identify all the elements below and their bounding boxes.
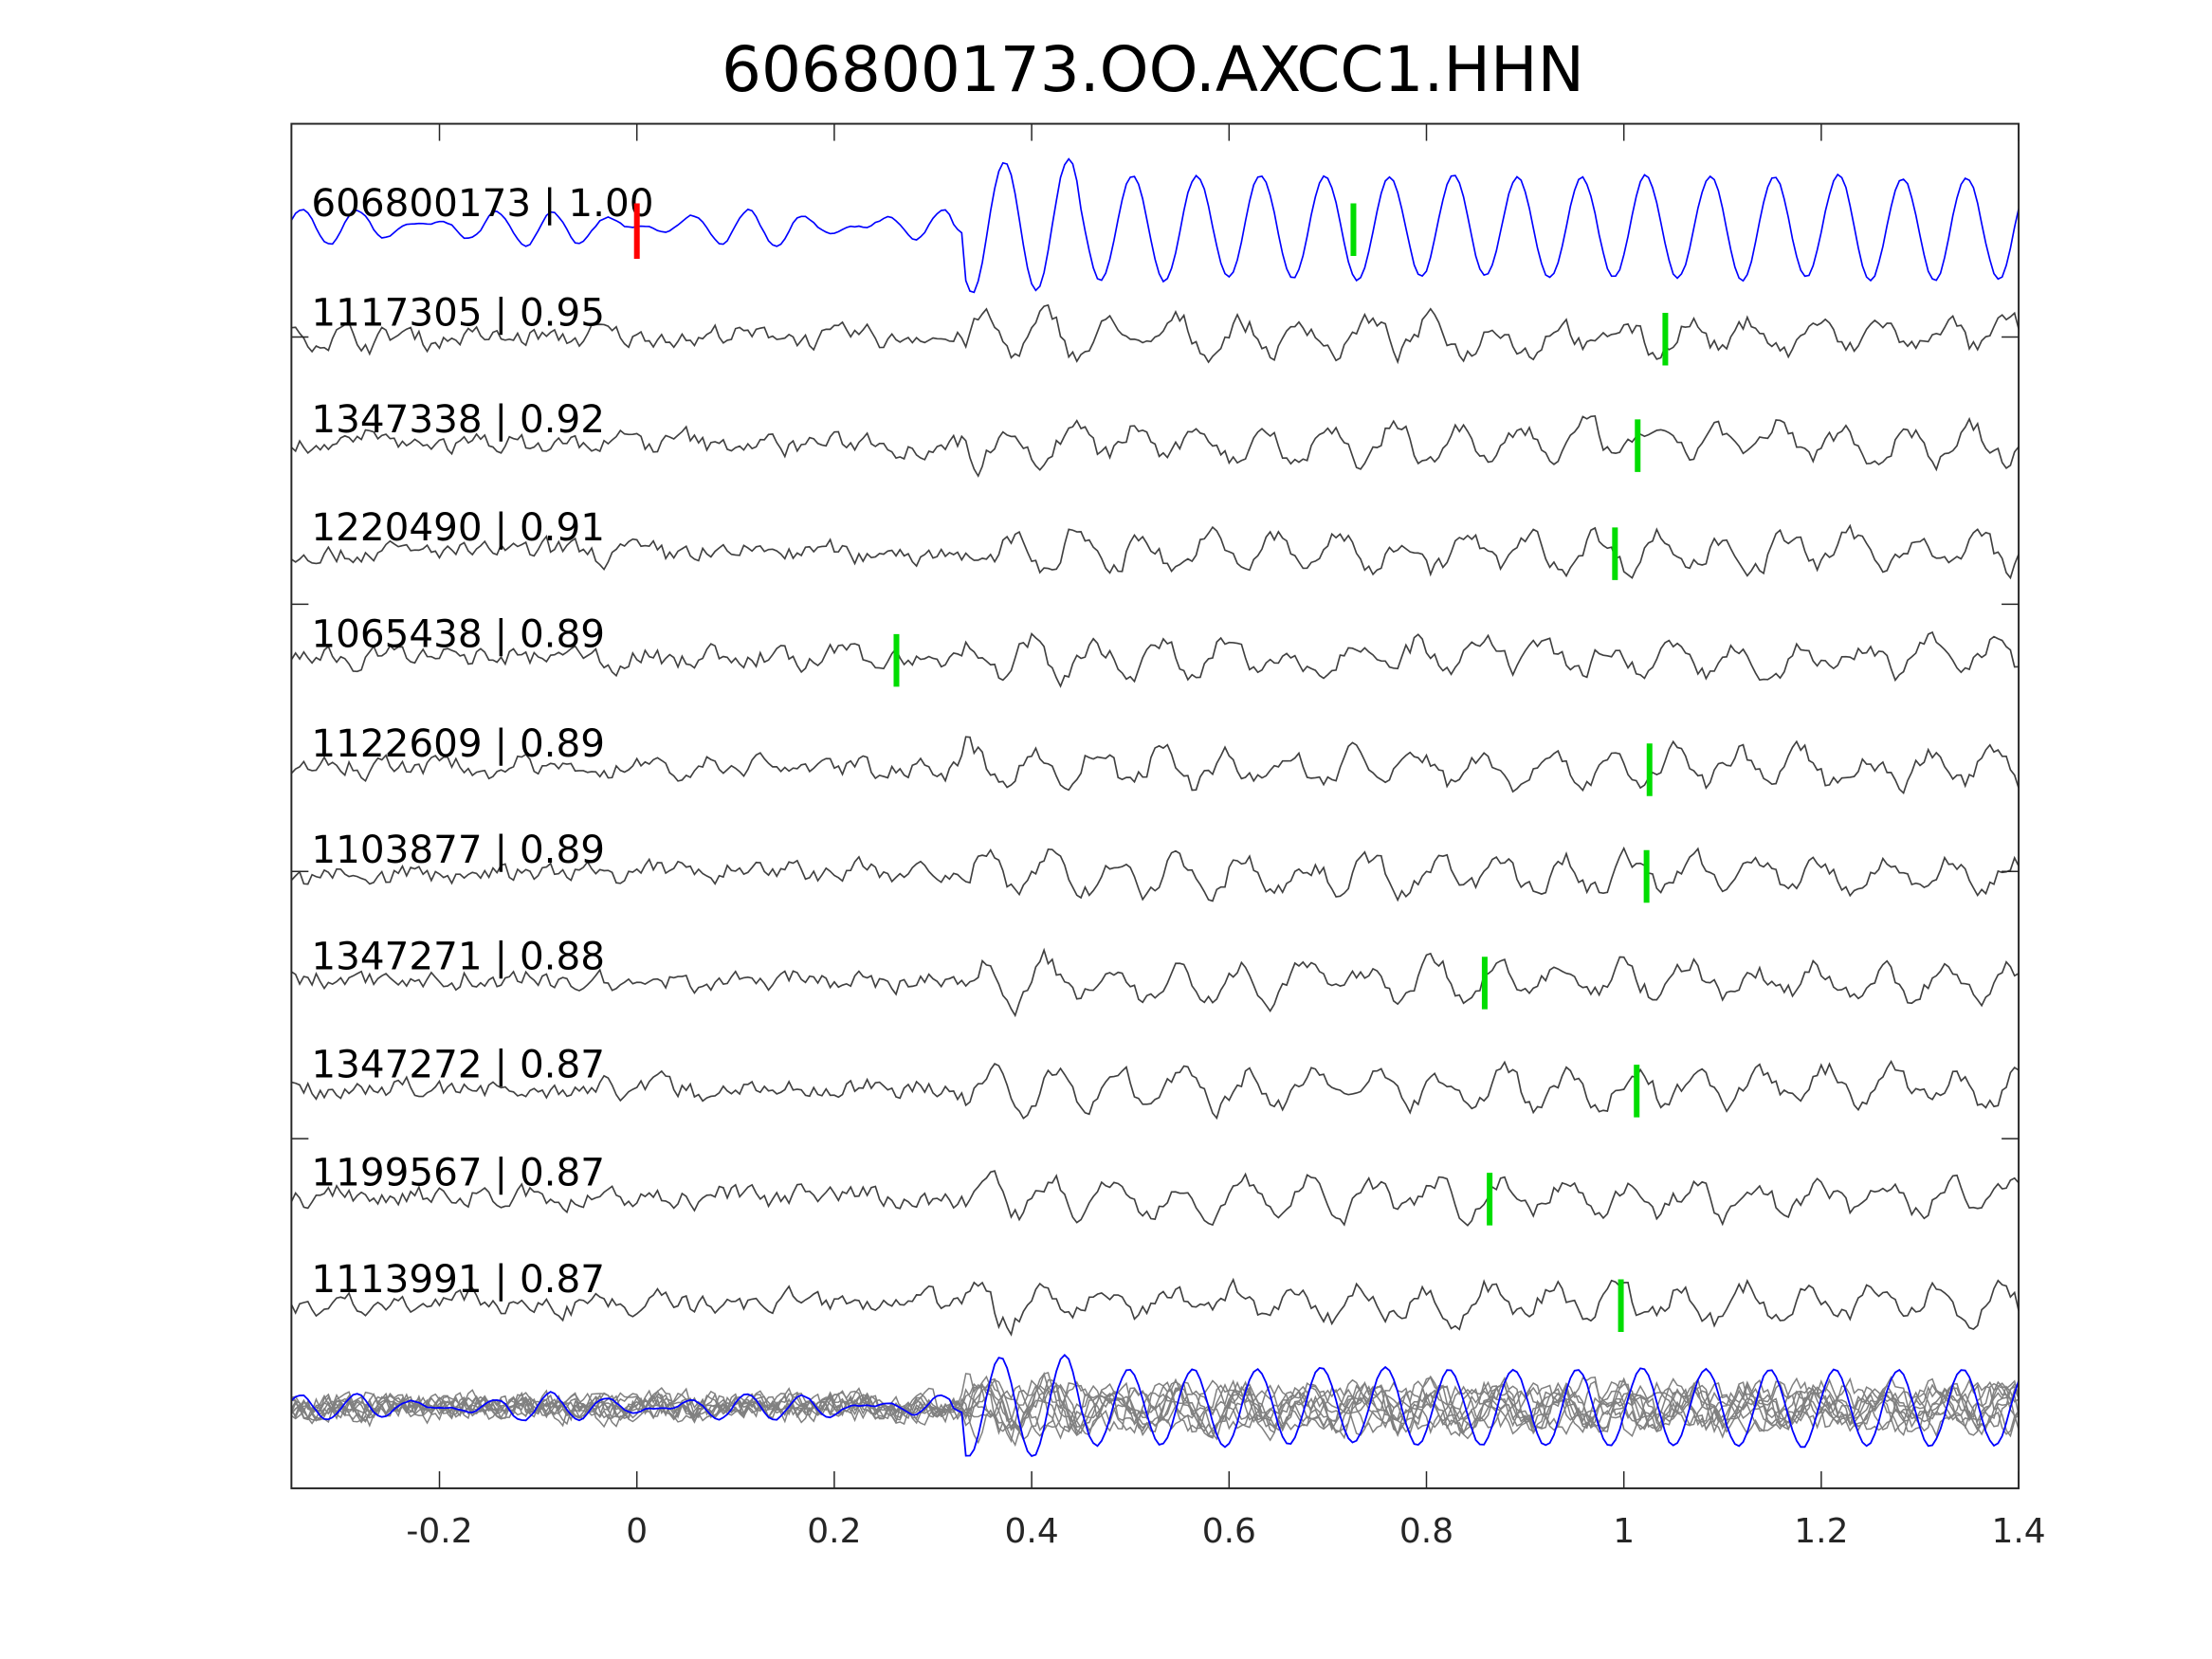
trace-label: 1220490 | 0.91 [311,504,605,550]
x-tick-label: 0.2 [807,1512,861,1551]
trace-line [290,630,2020,688]
trace-line [291,1059,2020,1121]
stack-group [290,1354,2020,1457]
traces-group [290,157,2020,1337]
stack-master-line [290,1354,2020,1457]
trace-line [290,414,2020,478]
trace-line [290,1277,2020,1337]
trace-label: 1347338 | 0.92 [311,396,605,442]
stack-trace-line [290,1377,2020,1440]
trace-label: 1347271 | 0.88 [311,934,605,979]
trace-labels: 606800173 | 1.00 1117305 | 0.95 1347338 | … [311,180,653,1302]
trace-line [290,157,2020,294]
x-tick-label: -0.2 [406,1512,472,1551]
trace-line [290,846,2020,902]
x-tick-label: 0 [626,1512,648,1551]
x-tick-label: 0.4 [1005,1512,1059,1551]
trace-line [291,303,2020,365]
trace-line [290,736,2020,794]
x-tick-label: 0.6 [1202,1512,1256,1551]
x-axis: -0.2 0 0.2 0.4 0.6 0.8 1 1.2 1.4 [291,123,2046,1551]
trace-line [290,1170,2020,1227]
plot-frame [290,122,2020,1489]
trace-label: 1122609 | 0.89 [311,720,605,766]
trace-line [290,523,2020,580]
x-tick-label: 0.8 [1399,1512,1453,1551]
trace-label: 1347272 | 0.87 [311,1042,605,1087]
stack-trace-line [290,1378,2020,1444]
trace-label: 1103877 | 0.89 [311,827,605,872]
chart-title: 606800173.OO.AXCC1.HHN [722,33,1584,106]
pick-markers [633,203,1669,1333]
stack-trace-line [290,1377,2020,1440]
trace-label: 1199567 | 0.87 [311,1150,605,1195]
trace-label: 1065438 | 0.89 [311,611,605,656]
trace-label: 1117305 | 0.95 [311,289,605,335]
trace-label: 1113991 | 0.87 [311,1256,605,1302]
x-tick-label: 1.4 [1991,1512,2045,1551]
x-tick-label: 1.2 [1794,1512,1848,1551]
stack-trace-line [291,1376,2020,1441]
trace-line [290,947,2020,1018]
trace-label: 606800173 | 1.00 [311,180,653,226]
x-tick-label: 1 [1613,1512,1635,1551]
